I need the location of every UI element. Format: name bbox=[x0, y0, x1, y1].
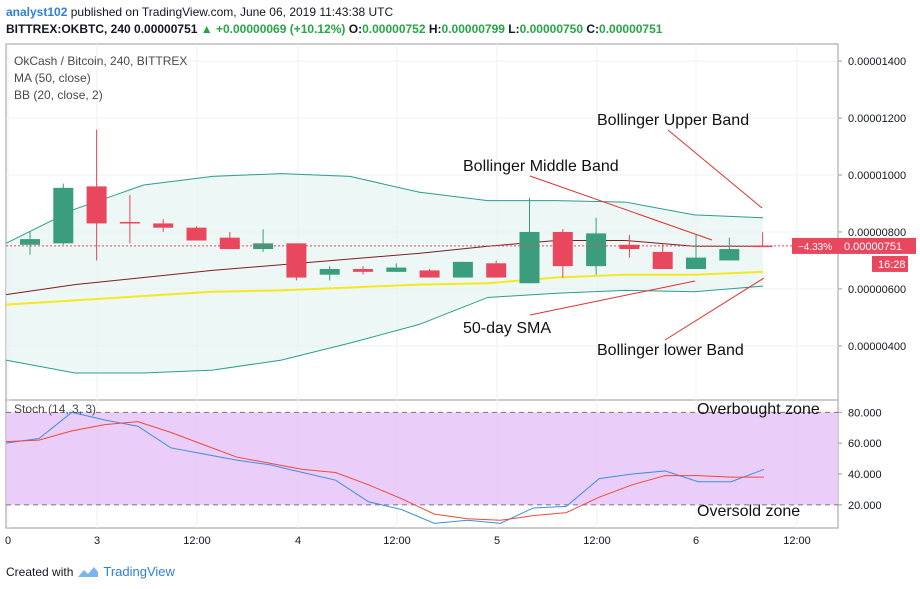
created-with-label: Created with bbox=[6, 564, 74, 579]
close-label: C: bbox=[586, 22, 600, 36]
sma50-line bbox=[5, 270, 764, 306]
candle-body bbox=[286, 243, 307, 278]
candle-body bbox=[20, 239, 40, 245]
publish-line: analyst102 published on TradingView.com,… bbox=[6, 5, 393, 19]
annotation-oversold: Oversold zone bbox=[697, 503, 800, 520]
bb-lower-line bbox=[5, 285, 764, 374]
price-badge-label: 0.00000751 bbox=[844, 241, 902, 253]
time-tick-label: 12:00 bbox=[583, 535, 611, 547]
open-label: O: bbox=[348, 22, 363, 36]
candle-body bbox=[86, 186, 107, 224]
bb-middle-line bbox=[5, 240, 763, 296]
stoch-k-line bbox=[5, 411, 765, 524]
change-value: ▲ +0.00000069 (+10.12%) bbox=[200, 22, 346, 36]
close-value: 0.00000751 bbox=[599, 22, 663, 36]
time-tick-label: 3 bbox=[94, 535, 100, 547]
annotation-overbought: Overbought zone bbox=[697, 401, 820, 418]
candle-body bbox=[452, 261, 473, 278]
annotation-upper-band: Bollinger Upper Band bbox=[597, 112, 749, 129]
stoch-tick-label: 80.000 bbox=[848, 407, 882, 419]
bb-upper-line bbox=[5, 173, 764, 244]
high-value: 0.00000799 bbox=[441, 22, 505, 36]
footer: Created with TradingView bbox=[6, 564, 175, 579]
tradingview-logo-icon bbox=[78, 566, 99, 577]
annotation-arrow bbox=[529, 280, 696, 316]
time-tick-label: 12:00 bbox=[183, 535, 211, 547]
time-tick-label: 6 bbox=[693, 535, 699, 547]
time-tick-label: 12:00 bbox=[783, 535, 811, 547]
time-tick-label: 5 bbox=[494, 535, 500, 547]
stoch-legend[interactable]: Stoch (14, 3, 3) bbox=[14, 402, 97, 416]
candle-body bbox=[619, 244, 640, 250]
candle-body bbox=[719, 249, 740, 261]
author-link[interactable]: analyst102 bbox=[6, 5, 68, 19]
candle-body bbox=[519, 231, 540, 284]
chart-svg[interactable]: 0.00001400 0.00001200 0.00001000 0.00000800… bbox=[0, 0, 920, 560]
stoch-zone-fill bbox=[6, 412, 838, 505]
candle-body bbox=[53, 187, 74, 244]
ma-legend[interactable]: MA (50, close) bbox=[14, 71, 91, 85]
stoch-tick-label: 60.000 bbox=[848, 438, 882, 450]
chart-title: OkCash / Bitcoin, 240, BITTREX bbox=[14, 54, 188, 68]
price-tick-label: 0.00001000 bbox=[848, 170, 906, 182]
publish-info: published on TradingView.com, June 06, 2… bbox=[67, 5, 394, 19]
annotation-arrow bbox=[667, 129, 763, 209]
candle-body bbox=[652, 251, 673, 269]
annotation-sma: 50-day SMA bbox=[463, 320, 551, 337]
symbol-line: BITTREX:OKBTC, 240 0.00000751 ▲ +0.00000… bbox=[6, 22, 662, 36]
candle-body bbox=[486, 263, 507, 278]
price-badge bbox=[838, 237, 916, 254]
candle-body bbox=[419, 270, 440, 278]
last-price: 0.00000751 bbox=[134, 22, 198, 36]
bb-legend[interactable]: BB (20, close, 2) bbox=[14, 88, 103, 102]
price-tick-label: 0.00001200 bbox=[848, 113, 906, 125]
candle-body bbox=[353, 268, 373, 272]
annotation-lower-band: Bollinger lower Band bbox=[597, 342, 744, 359]
time-badge-label: 16:28 bbox=[878, 259, 906, 271]
candle-body bbox=[552, 231, 573, 267]
candle-body bbox=[153, 223, 174, 228]
candle-body bbox=[219, 237, 240, 250]
low-label: L: bbox=[508, 22, 520, 36]
stoch-tick-label: 40.000 bbox=[848, 469, 882, 481]
candle-body bbox=[586, 233, 607, 267]
low-value: 0.00000750 bbox=[519, 22, 584, 36]
price-tick-label: 0.00000600 bbox=[848, 284, 906, 296]
time-tick-label: 12:00 bbox=[383, 535, 411, 547]
pct-badge-label: −4.33% bbox=[798, 242, 832, 253]
candle-body bbox=[386, 267, 407, 272]
candle-body bbox=[186, 227, 207, 241]
high-label: H: bbox=[428, 22, 442, 36]
time-badge bbox=[872, 255, 908, 272]
candle-body bbox=[319, 268, 340, 275]
price-tick-label: 0.00001400 bbox=[848, 56, 906, 68]
symbol-label: BITTREX:OKBTC, 240 bbox=[6, 22, 131, 36]
time-tick-label: 0 bbox=[5, 535, 11, 547]
candle-body bbox=[686, 257, 706, 269]
stoch-tick-label: 20.000 bbox=[848, 500, 882, 512]
bb-fill bbox=[6, 173, 763, 373]
annotation-arrow bbox=[664, 277, 765, 341]
candle-body bbox=[119, 222, 140, 224]
price-tick-label: 0.00000800 bbox=[848, 227, 906, 239]
time-tick-label: 4 bbox=[295, 535, 301, 547]
price-tick-label: 0.00000400 bbox=[848, 341, 906, 353]
pct-badge bbox=[792, 237, 838, 254]
annotation-arrow bbox=[529, 175, 713, 241]
open-value: 0.00000752 bbox=[362, 22, 426, 36]
tradingview-link[interactable]: TradingView bbox=[103, 564, 175, 579]
stoch-d-line bbox=[5, 421, 764, 521]
annotation-middle-band: Bollinger Middle Band bbox=[463, 158, 619, 175]
